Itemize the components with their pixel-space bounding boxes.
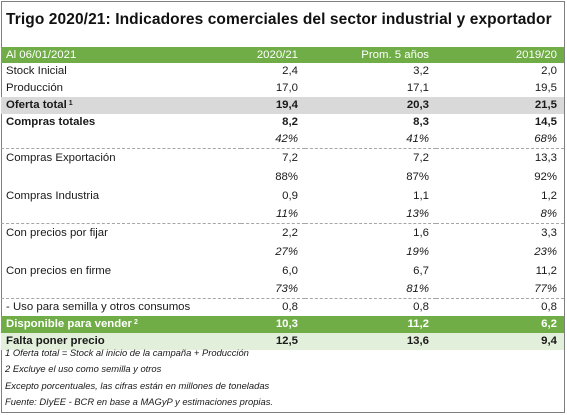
cell-2020-21: 27% <box>275 246 298 258</box>
cell-2020-21: 2,4 <box>282 65 298 77</box>
cell-prom-5: 11,2 <box>305 316 436 333</box>
cell-2020-21: 7,2 <box>241 148 305 168</box>
footnote-1: 1 Oferta total = Stock al inicio de la c… <box>5 347 249 358</box>
cell-prom-5: 87% <box>406 171 429 183</box>
cell-2019-20: 19,5 <box>534 82 557 94</box>
cell-2020-21: 0,8 <box>241 298 305 316</box>
row-label: Stock Inicial <box>6 65 67 77</box>
footnote-source: Fuente: DIyEE - BCR en base a MAGyP y es… <box>5 396 273 408</box>
cell-2020-21: 6,0 <box>282 265 298 277</box>
cell-prom-5: 0,8 <box>305 298 436 316</box>
cell-2019-20: 11,2 <box>535 265 557 277</box>
row-label: Con precios en firme <box>6 265 112 277</box>
footnote-marker: 1 <box>68 100 73 107</box>
table-row-compras-exportacion-pct: 88% 87% 92% <box>1 168 564 187</box>
cell-2019-20: 0,8 <box>436 298 564 316</box>
col-2019-20-header: 2019/20 <box>436 47 564 63</box>
table-row-compras-industria-pct: 11% 13% 8% <box>1 206 564 224</box>
cell-prom-5: 81% <box>406 283 429 295</box>
cell-prom-5: 13,6 <box>305 333 436 350</box>
table-row-falta-precio: Falta poner precio 12,5 13,6 9,4 <box>1 333 564 350</box>
row-label-empty <box>1 168 241 187</box>
cell-2019-20: 14,5 <box>534 116 557 128</box>
row-label: Compras Industria <box>6 190 100 202</box>
cell-2019-20: 3,3 <box>436 223 564 243</box>
cell-prom-5: 1,6 <box>305 223 436 243</box>
col-prom-5-header: Prom. 5 años <box>305 47 436 63</box>
cell-2020-21: 0,9 <box>282 190 298 202</box>
cell-2020-21: 88% <box>275 171 298 183</box>
cell-2020-21: 2,2 <box>241 223 305 243</box>
row-label-empty <box>1 281 241 299</box>
cell-2019-20: 6,2 <box>436 316 564 333</box>
row-label: Con precios por fijar <box>1 223 241 243</box>
cell-2019-20: 77% <box>534 283 557 295</box>
header-row: Al 06/01/2021 2020/21 Prom. 5 años 2019/… <box>1 47 564 63</box>
oferta-label-text: Oferta total <box>6 99 67 111</box>
table-row-precios-por-fijar-pct: 27% 19% 23% <box>1 243 564 262</box>
table-row-oferta-total: Oferta total 1 19,4 20,3 21,5 <box>1 97 564 114</box>
cell-prom-5: 7,2 <box>305 148 436 168</box>
footnote-marker: 2 <box>133 319 138 326</box>
table-row-stock: Stock Inicial 2,4 3,2 2,0 <box>1 63 564 80</box>
cell-2019-20: 23% <box>534 246 557 258</box>
table-row-compras-totales: Compras totales 8,2 8,3 14,5 <box>1 114 564 131</box>
row-label: Producción <box>6 82 63 94</box>
row-label: Falta poner precio <box>1 333 241 350</box>
row-label: Compras totales <box>6 116 96 128</box>
cell-2019-20: 21,5 <box>436 97 564 114</box>
cell-prom-5: 6,7 <box>413 265 429 277</box>
footnote-units: Excepto porcentuales, las cifras están e… <box>5 379 270 391</box>
cell-2020-21: 12,5 <box>241 333 305 350</box>
cell-2019-20: 1,2 <box>541 190 557 202</box>
cell-2019-20: 8% <box>540 208 557 220</box>
cell-2019-20: 13,3 <box>436 148 564 168</box>
row-label-empty <box>1 243 241 262</box>
cell-2019-20: 9,4 <box>436 333 564 350</box>
date-label: Al 06/01/2021 <box>1 47 241 63</box>
row-label-empty <box>1 206 241 224</box>
indicators-table: Al 06/01/2021 2020/21 Prom. 5 años 2019/… <box>1 47 564 350</box>
cell-prom-5: 13% <box>406 208 429 220</box>
disponible-label-text: Disponible para vender <box>6 318 132 330</box>
cell-prom-5: 8,3 <box>413 116 429 128</box>
cell-prom-5: 1,1 <box>413 190 429 202</box>
cell-prom-5: 20,3 <box>305 97 436 114</box>
cell-2019-20: 92% <box>534 171 557 183</box>
cell-2020-21: 11% <box>276 208 298 220</box>
cell-2020-21: 17,0 <box>275 82 298 94</box>
row-label: Oferta total 1 <box>1 97 241 114</box>
page-title: Trigo 2020/21: Indicadores comerciales d… <box>6 11 552 28</box>
cell-prom-5: 41% <box>406 133 429 145</box>
table-row-compras-pct: 42% 41% 68% <box>1 131 564 149</box>
table-row-uso-semilla: - Uso para semilla y otros consumos 0,8 … <box>1 298 564 316</box>
row-label: Disponible para vender 2 <box>1 316 241 333</box>
table-row-compras-exportacion: Compras Exportación 7,2 7,2 13,3 <box>1 148 564 168</box>
footnote-2: 2 Excluye el uso como semilla y otros <box>5 363 162 375</box>
footnotes: 1 Oferta total = Stock al inicio de la c… <box>5 345 273 411</box>
row-label: Compras Exportación <box>1 148 241 168</box>
cell-2020-21: 42% <box>275 133 298 145</box>
col-2020-21-header: 2020/21 <box>241 47 305 63</box>
cell-2020-21: 73% <box>275 283 298 295</box>
cell-2019-20: 2,0 <box>541 65 557 77</box>
cell-2020-21: 10,3 <box>241 316 305 333</box>
row-label-empty <box>1 131 241 149</box>
table-row-compras-industria: Compras Industria 0,9 1,1 1,2 <box>1 187 564 206</box>
cell-2019-20: 68% <box>534 133 557 145</box>
table-row-disponible: Disponible para vender 2 10,3 11,2 6,2 <box>1 316 564 333</box>
cell-prom-5: 3,2 <box>413 65 429 77</box>
table-row-precios-en-firme-pct: 73% 81% 77% <box>1 281 564 299</box>
table-row-produccion: Producción 17,0 17,1 19,5 <box>1 80 564 97</box>
table-row-precios-por-fijar: Con precios por fijar 2,2 1,6 3,3 <box>1 223 564 243</box>
row-label: - Uso para semilla y otros consumos <box>1 298 241 316</box>
cell-2020-21: 8,2 <box>282 116 298 128</box>
cell-2020-21: 19,4 <box>241 97 305 114</box>
table-row-precios-en-firme: Con precios en firme 6,0 6,7 11,2 <box>1 262 564 281</box>
cell-prom-5: 17,1 <box>406 82 429 94</box>
cell-prom-5: 19% <box>406 246 429 258</box>
